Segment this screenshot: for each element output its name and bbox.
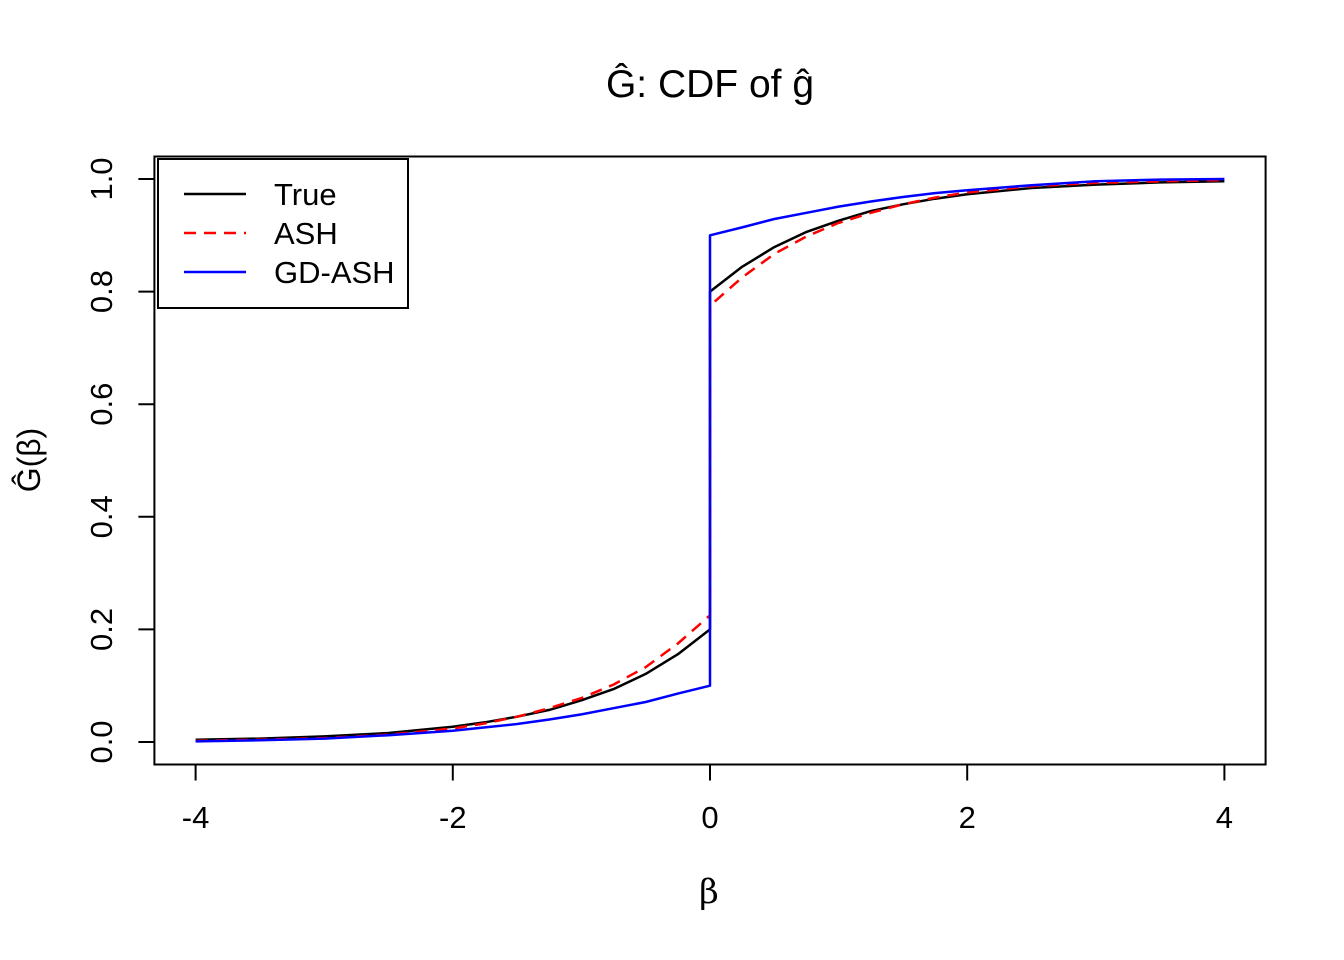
legend-label-ash: ASH <box>274 216 338 251</box>
legend: True ASH GD-ASH <box>157 158 409 309</box>
y-tick-label: 0.8 <box>84 270 119 313</box>
series-line-ash <box>195 178 1225 743</box>
x-tick-label: 4 <box>1216 800 1233 835</box>
y-tick-label: 0.2 <box>84 608 119 651</box>
legend-label-true: True <box>274 177 337 212</box>
series-lines <box>195 177 1225 743</box>
y-tick-label: 0.6 <box>84 383 119 426</box>
legend-box <box>157 158 409 309</box>
x-tick-label: 0 <box>701 800 718 835</box>
legend-label-gd-ash: GD-ASH <box>274 255 395 290</box>
x-axis: -4 -2 0 2 4 <box>182 764 1233 835</box>
series-line-gd-ash <box>195 177 1225 743</box>
x-axis-label: β <box>699 872 719 912</box>
y-tick-label: 0.4 <box>84 495 119 538</box>
x-tick-label: -2 <box>439 800 467 835</box>
y-tick-label: 0.0 <box>84 720 119 763</box>
y-axis: 0.0 0.2 0.4 0.6 0.8 1.0 <box>84 157 155 764</box>
x-tick-label: 2 <box>959 800 976 835</box>
y-tick-label: 1.0 <box>84 157 119 200</box>
y-axis-label: Ĝ(β) <box>11 428 47 493</box>
x-tick-label: -4 <box>182 800 210 835</box>
chart-title: Ĝ: CDF of ĝ <box>606 62 814 106</box>
